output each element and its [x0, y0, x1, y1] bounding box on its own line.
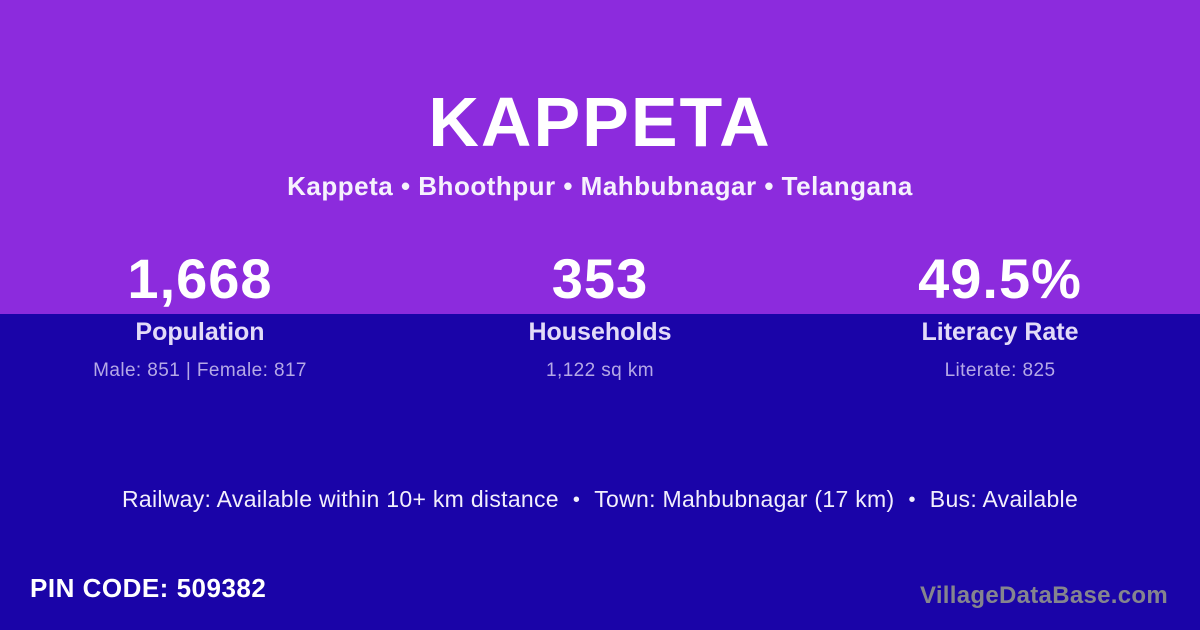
literacy-detail: Literate: 825 — [944, 360, 1056, 381]
stat-households: 353 Households 1,122 sq km — [400, 246, 800, 382]
population-detail: Male: 851 | Female: 817 — [93, 360, 307, 381]
households-value: 353 — [551, 247, 649, 310]
households-label: Households — [528, 318, 672, 346]
households-detail: 1,122 sq km — [546, 360, 654, 381]
population-value: 1,668 — [127, 247, 273, 310]
transport-info-line: Railway: Available within 10+ km distanc… — [0, 486, 1200, 513]
pin-code: PIN CODE: 509382 — [30, 573, 267, 603]
stats-row: 1,668 Population Male: 851 | Female: 817… — [0, 246, 1200, 382]
separator-dot: • — [908, 489, 916, 511]
breadcrumb: Kappeta • Bhoothpur • Mahbubnagar • Tela… — [287, 171, 913, 201]
page-title: KAPPETA — [428, 83, 772, 161]
town-info: Town: Mahbubnagar (17 km) — [594, 486, 895, 512]
bus-info: Bus: Available — [929, 486, 1079, 512]
separator-dot: • — [572, 489, 581, 511]
literacy-label: Literacy Rate — [921, 318, 1079, 346]
railway-info: Railway: Available within 10+ km distanc… — [121, 486, 559, 512]
population-label: Population — [135, 318, 265, 346]
header-section: KAPPETA Kappeta • Bhoothpur • Mahbubnaga… — [0, 0, 1200, 202]
stat-literacy: 49.5% Literacy Rate Literate: 825 — [800, 246, 1200, 382]
literacy-value: 49.5% — [918, 247, 1082, 310]
stat-population: 1,668 Population Male: 851 | Female: 817 — [0, 246, 400, 382]
site-watermark: VillageDataBase.com — [919, 582, 1168, 609]
